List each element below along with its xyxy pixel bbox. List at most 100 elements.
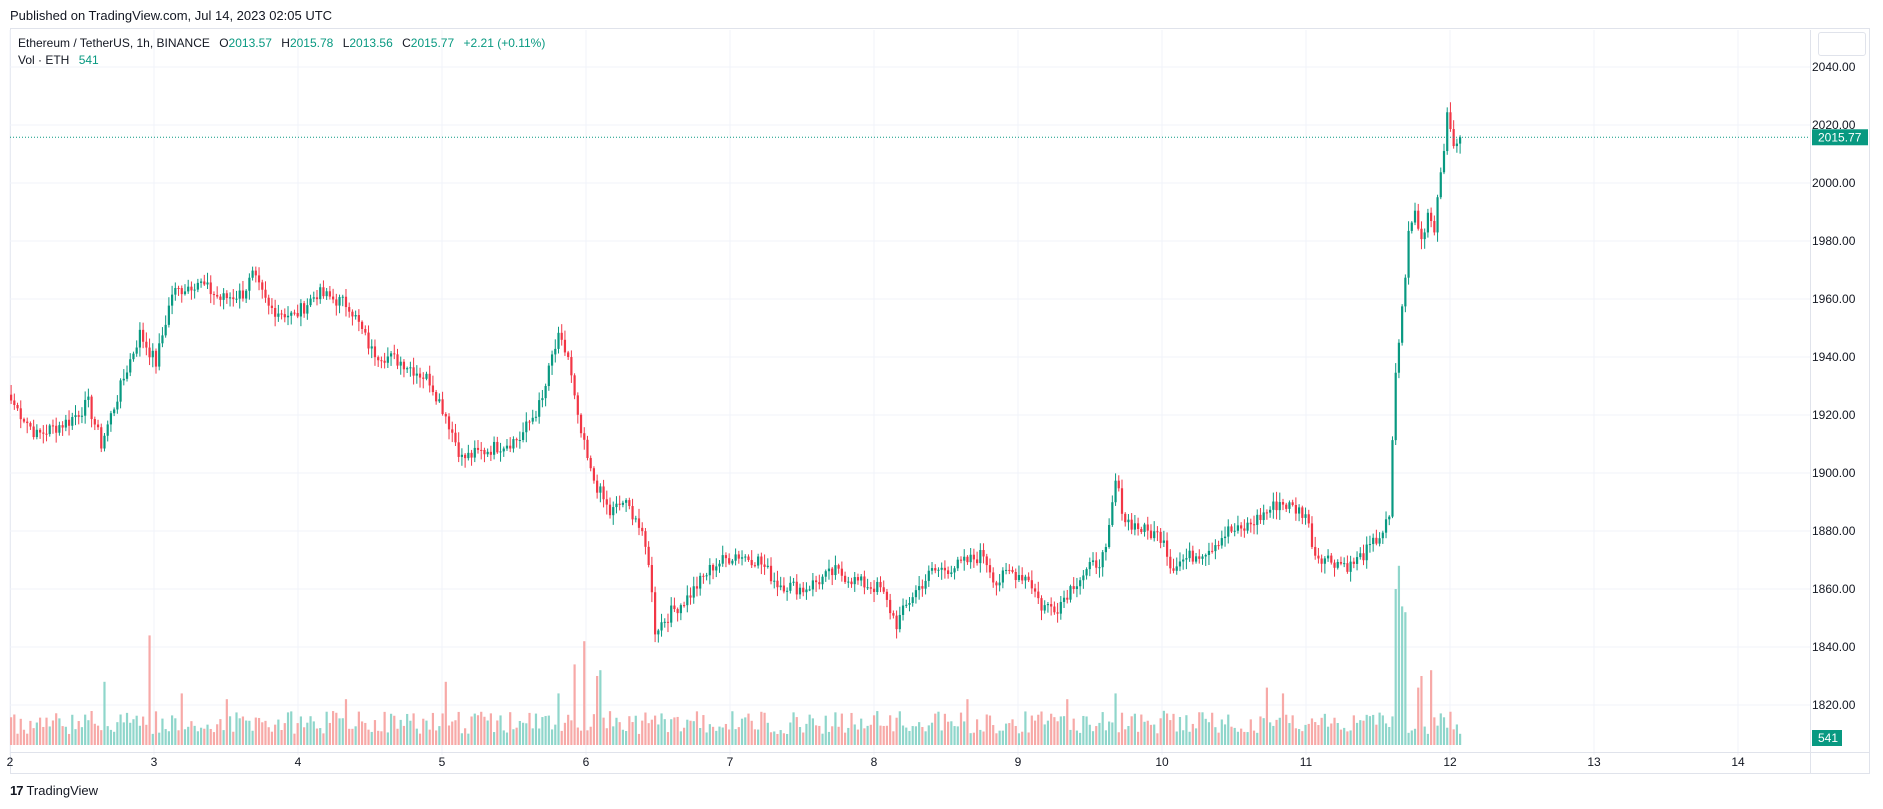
candle-body — [596, 480, 599, 493]
candle-body — [872, 588, 876, 593]
candle-body — [525, 421, 528, 433]
volume-bar — [1159, 718, 1162, 745]
volume-bar — [1024, 711, 1027, 745]
candle-body — [312, 297, 315, 299]
volume-bar — [306, 722, 309, 745]
volume-bar — [1430, 670, 1433, 745]
volume-bar — [264, 720, 267, 745]
volume-bar — [470, 716, 473, 745]
candle-body — [914, 590, 918, 598]
candle-body — [1085, 569, 1088, 576]
candle-body — [422, 377, 425, 379]
volume-bar — [389, 713, 393, 745]
volume-bar — [985, 714, 988, 745]
volume-bar — [19, 718, 22, 745]
volume-bar — [1323, 713, 1326, 745]
volume-bar — [167, 731, 170, 745]
candle-body — [1053, 606, 1056, 613]
candle-body — [879, 581, 882, 588]
volume-bar — [576, 727, 579, 745]
volume-bar — [1301, 731, 1304, 745]
volume-bar — [650, 719, 653, 745]
volume-bar — [296, 723, 299, 745]
volume-bar — [544, 715, 547, 745]
candle-body — [647, 546, 650, 566]
candle-body — [357, 315, 360, 322]
candle-body — [13, 400, 16, 405]
volume-bar — [579, 730, 583, 745]
candle-body — [882, 587, 885, 592]
volume-bar — [1407, 732, 1410, 745]
candle-body — [444, 414, 447, 417]
volume-bar — [1204, 718, 1207, 745]
volume-bar — [87, 720, 90, 745]
volume-bar — [1339, 729, 1343, 745]
volume-bar — [509, 712, 512, 745]
volume-bar — [1352, 715, 1355, 745]
legend-volume-label[interactable]: Vol · ETH — [18, 53, 70, 67]
candle-body — [1169, 556, 1172, 569]
candle-body — [724, 555, 728, 559]
volume-bar — [354, 726, 357, 745]
x-tick-label: 6 — [583, 755, 590, 769]
candle-body — [1420, 228, 1423, 240]
candle-body — [1291, 502, 1294, 506]
volume-bar — [493, 732, 496, 745]
candle-body — [241, 290, 245, 299]
volume-bar — [177, 730, 180, 745]
y-tick-label: 1860.00 — [1812, 582, 1856, 596]
candle-body — [1401, 306, 1404, 343]
volume-bar — [364, 722, 367, 745]
candle-body — [602, 486, 605, 500]
y-tick-label: 1940.00 — [1812, 350, 1856, 364]
volume-bar — [1066, 699, 1069, 745]
legend-symbol[interactable]: Ethereum / TetherUS, 1h, BINANCE — [18, 36, 210, 50]
volume-bar — [876, 711, 879, 745]
candle-body — [1001, 570, 1004, 583]
candle-body — [470, 452, 473, 458]
candle-body — [1066, 597, 1069, 600]
candle-body — [757, 556, 760, 566]
candle-body — [412, 367, 415, 376]
candle-body — [360, 321, 364, 329]
candle-body — [634, 518, 637, 520]
candle-body — [1365, 544, 1368, 561]
volume-bar — [737, 727, 740, 745]
candle-body — [1095, 560, 1098, 568]
scale-settings-button[interactable] — [1818, 32, 1866, 56]
volume-bar — [547, 715, 550, 745]
volume-bar — [77, 721, 80, 745]
candle-body — [763, 564, 766, 567]
volume-bar — [1191, 723, 1194, 745]
candle-body — [1017, 575, 1021, 581]
candle-body — [612, 507, 615, 516]
volume-bar — [583, 641, 586, 745]
volume-bar — [586, 730, 589, 745]
candle-body — [985, 556, 988, 566]
candle-body — [782, 585, 785, 592]
candle-body — [1156, 531, 1159, 533]
candle-body — [225, 293, 228, 299]
volume-bar — [1059, 716, 1062, 745]
candle-body — [154, 350, 158, 367]
candle-body — [1407, 230, 1410, 278]
volume-bar — [692, 721, 695, 745]
last-price-label: 2015.77 — [1818, 130, 1862, 144]
candle-body — [315, 297, 319, 300]
volume-bar — [467, 733, 470, 745]
candle-body — [203, 281, 206, 285]
candle-body — [96, 424, 100, 428]
candle-body — [251, 270, 254, 278]
candle-body — [521, 432, 525, 440]
volume-bar — [1146, 720, 1149, 745]
volume-bar — [679, 731, 682, 745]
volume-bar — [1394, 589, 1397, 745]
volume-bar — [267, 727, 270, 745]
volume-bar — [834, 712, 837, 745]
candle-body — [1227, 526, 1230, 537]
volume-bar — [666, 732, 670, 745]
volume-bar — [1095, 726, 1098, 745]
volume-bar — [428, 729, 431, 745]
volume-bar — [789, 722, 792, 745]
